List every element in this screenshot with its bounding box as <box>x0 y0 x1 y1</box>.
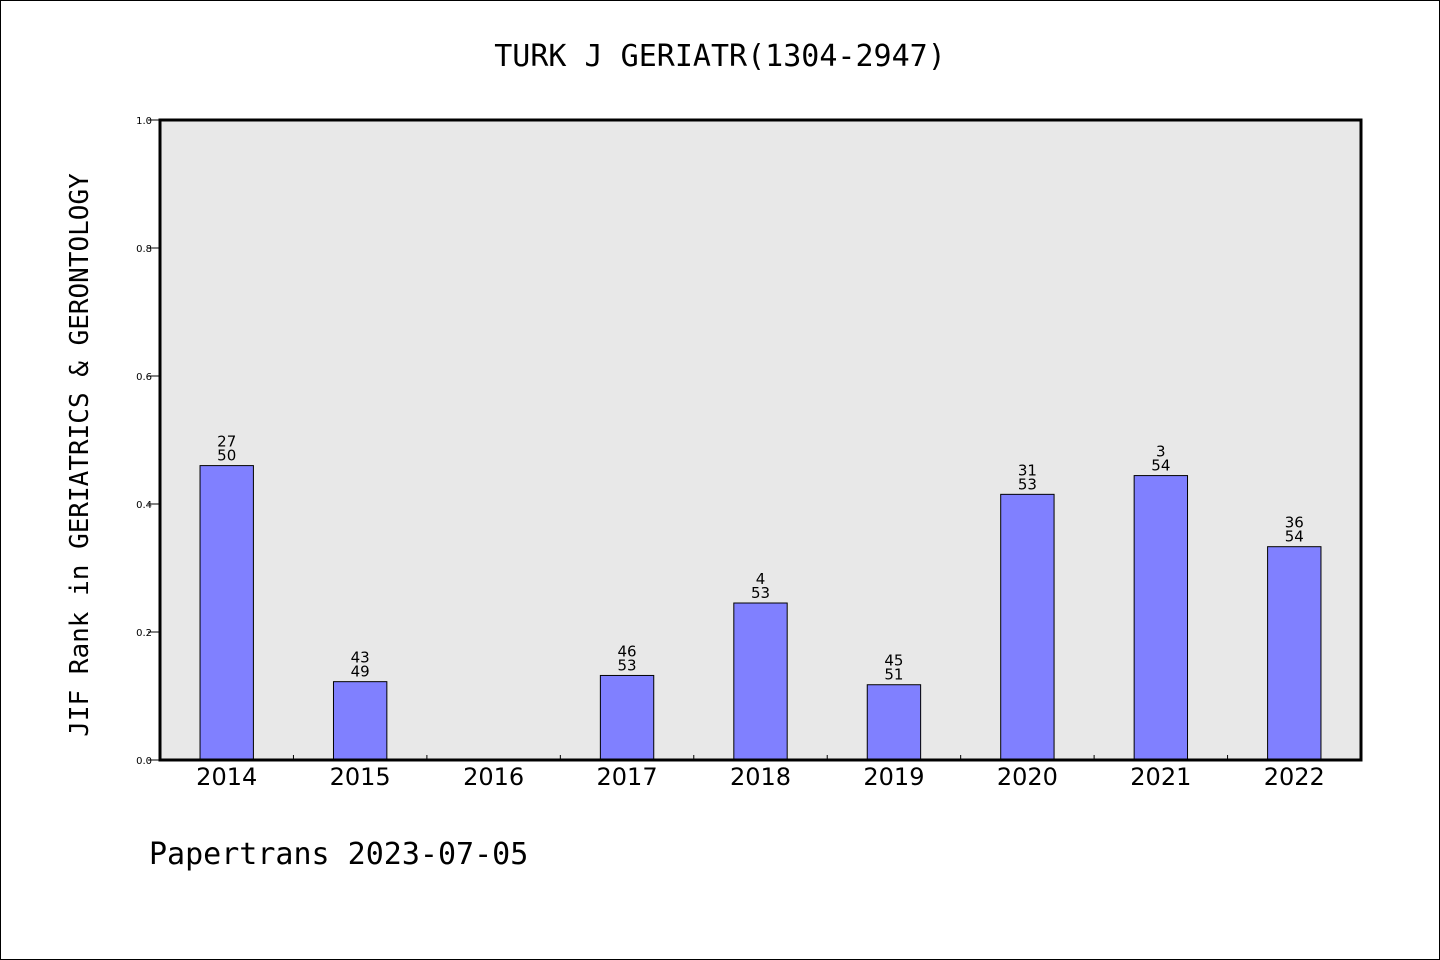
x-tick-label: 2021 <box>1130 763 1191 791</box>
bar-2020 <box>1000 493 1055 761</box>
y-tick-label: 0.6 <box>136 372 152 383</box>
y-axis-ticks: 0.0 0.2 0.4 0.6 0.8 1.0 <box>136 116 160 767</box>
bar-label-total: 50 <box>217 447 236 465</box>
bar-label-total: 51 <box>884 666 903 684</box>
x-tick-label: 2020 <box>997 763 1058 791</box>
bar-label-total: 49 <box>351 663 370 681</box>
bar-2017 <box>599 674 655 761</box>
x-axis-ticks: 2014 2015 2016 2017 2018 2019 2020 2021 2022 <box>196 755 1325 791</box>
x-tick-label: 2015 <box>330 763 391 791</box>
bar-label-total: 53 <box>1018 475 1037 493</box>
bar-label-total: 54 <box>1151 457 1170 475</box>
y-tick-label: 0.2 <box>136 628 152 639</box>
bar-2021 <box>1133 475 1189 761</box>
bar-label-rank: 46 <box>618 642 637 660</box>
bar-label-rank: 45 <box>884 652 903 670</box>
y-tick-label: 0.0 <box>136 756 152 767</box>
x-tick-label: 2016 <box>463 763 524 791</box>
bar-label-rank: 3 <box>1156 443 1166 461</box>
x-tick-label: 2017 <box>597 763 658 791</box>
chart-title: TURK J GERIATR(1304-2947) <box>494 39 946 74</box>
bar-label-total: 53 <box>618 656 637 674</box>
bar-label-rank: 31 <box>1018 461 1037 479</box>
bars <box>199 465 1322 761</box>
bar-label-total: 53 <box>751 584 770 602</box>
y-tick-label: 1.0 <box>136 116 152 127</box>
y-axis-label: JIF Rank in GERIATRICS & GERONTOLOGY <box>65 173 95 737</box>
bar-label-total: 54 <box>1285 528 1304 546</box>
bar-2014 <box>199 465 254 761</box>
y-tick-label: 0.8 <box>136 244 152 255</box>
bar-2018 <box>733 602 788 761</box>
x-tick-label: 2019 <box>863 763 924 791</box>
bar-2015 <box>332 681 388 761</box>
x-tick-label: 2014 <box>196 763 257 791</box>
bar-label-rank: 27 <box>217 433 236 451</box>
bar-label-rank: 43 <box>351 649 370 667</box>
bar-2019 <box>866 684 922 761</box>
footer-credit: Papertrans 2023-07-05 <box>149 837 528 872</box>
plot-border <box>158 118 1363 762</box>
bar-label-rank: 36 <box>1285 514 1304 532</box>
bar-2022 <box>1267 546 1322 761</box>
x-tick-label: 2022 <box>1264 763 1325 791</box>
bar-label-rank: 4 <box>756 570 766 588</box>
y-tick-label: 0.4 <box>136 500 152 511</box>
x-tick-label: 2018 <box>730 763 791 791</box>
